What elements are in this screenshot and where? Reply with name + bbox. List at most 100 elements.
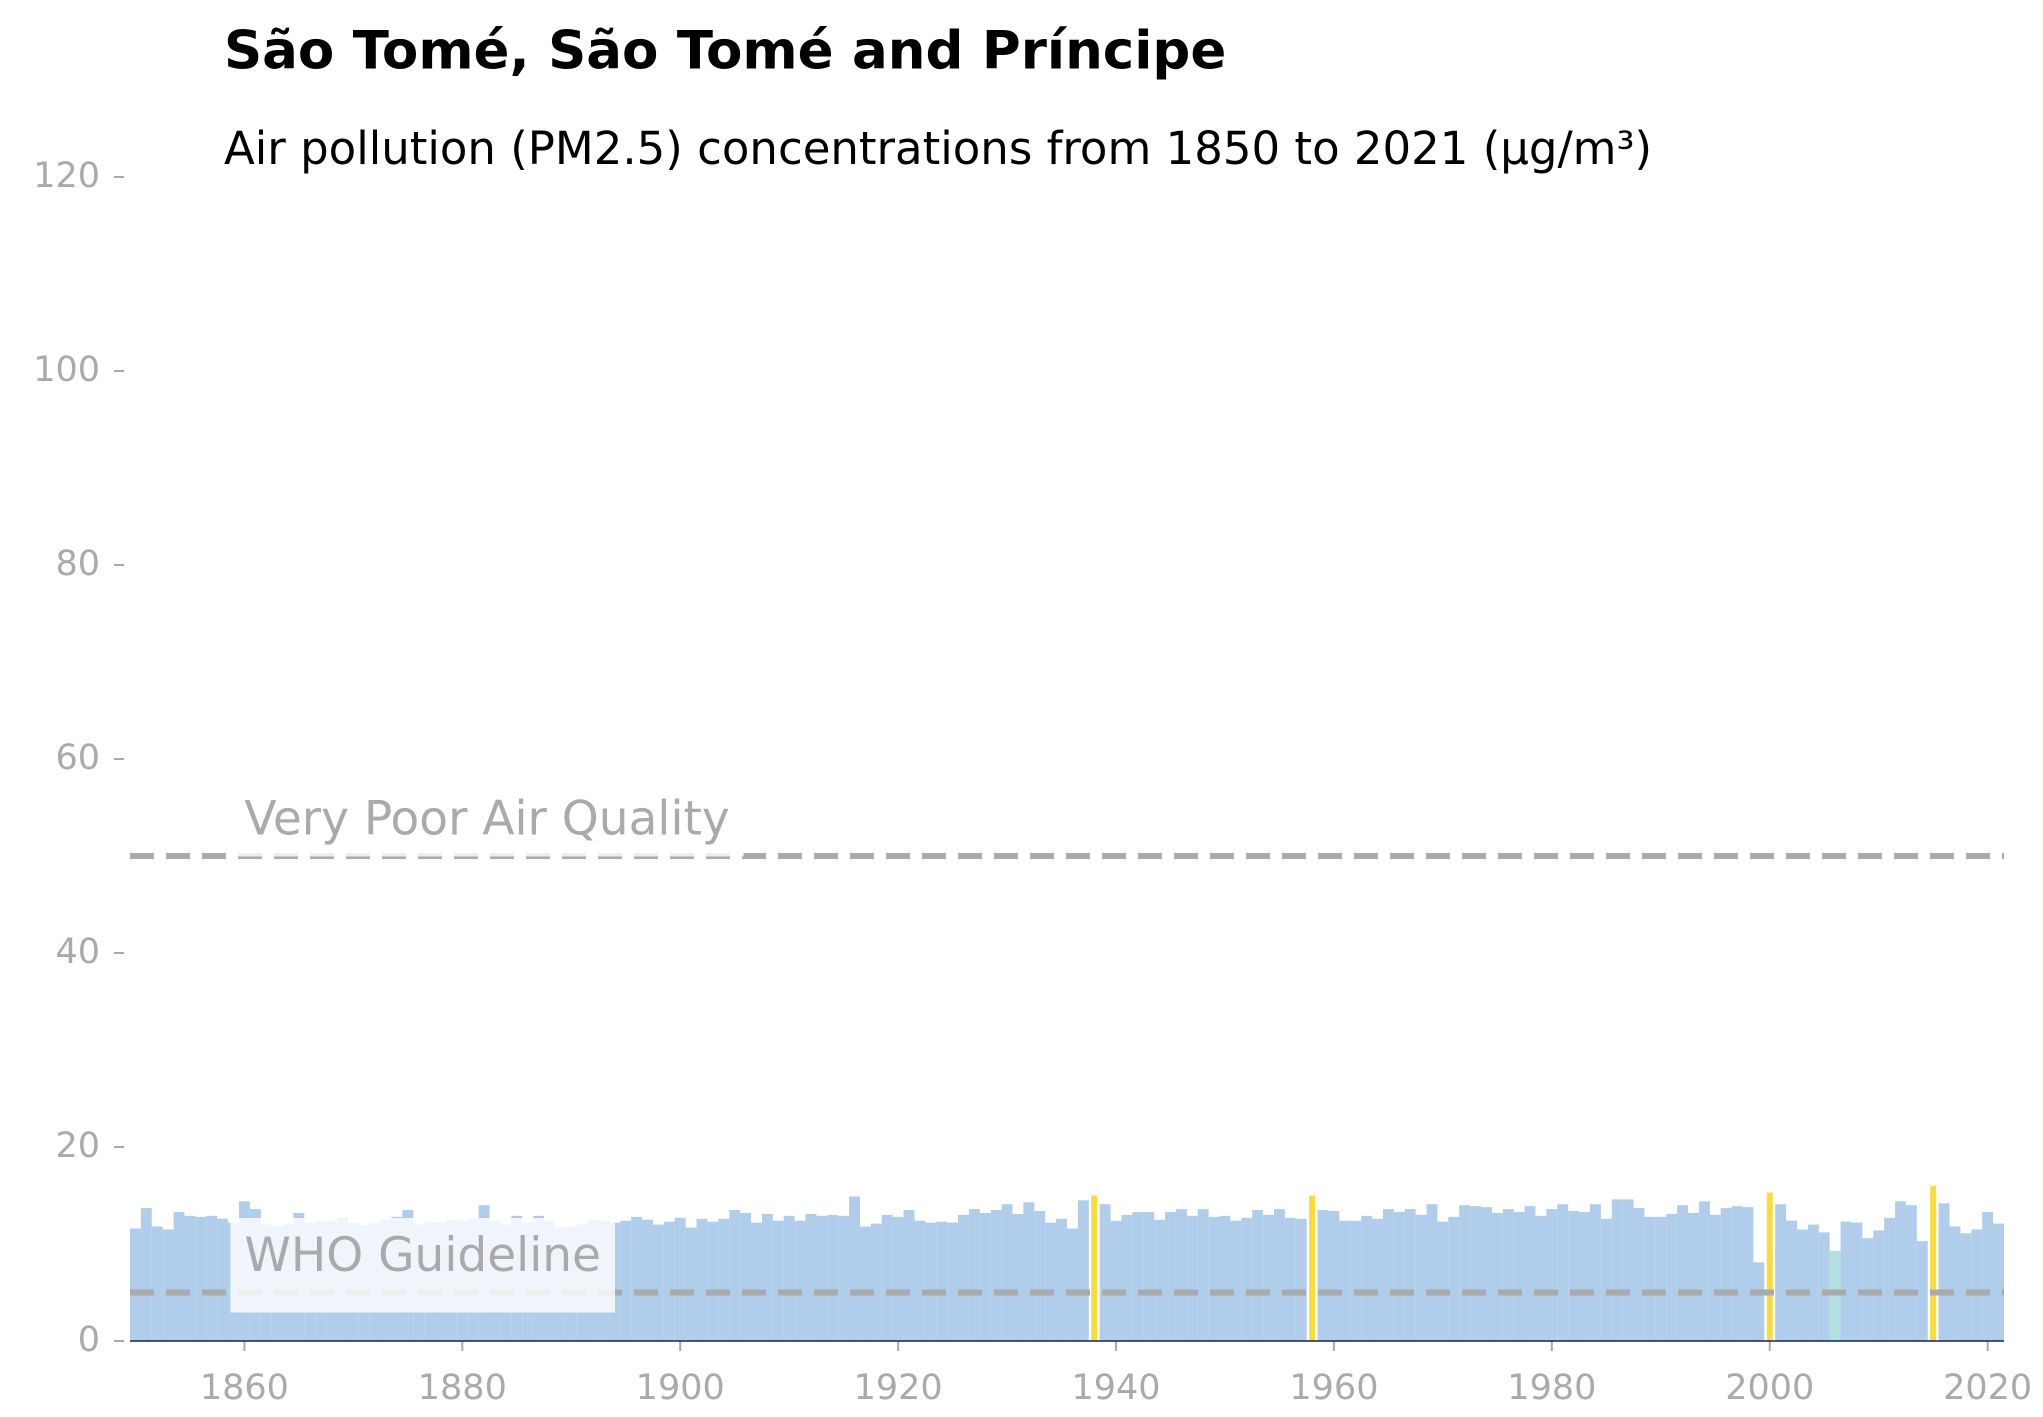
bar — [1415, 1214, 1427, 1341]
bar — [881, 1214, 893, 1341]
reference-label-box — [230, 781, 744, 857]
bar — [1393, 1211, 1405, 1341]
bar — [783, 1215, 795, 1341]
bar — [1263, 1214, 1275, 1341]
bar — [642, 1219, 653, 1341]
x-tick-label: 1960 — [1289, 1368, 1378, 1408]
bar — [1295, 1218, 1307, 1341]
bar — [1110, 1220, 1122, 1341]
bar — [1840, 1221, 1852, 1341]
bar — [1688, 1212, 1699, 1341]
bar — [892, 1216, 904, 1341]
x-tick-label: 1880 — [418, 1368, 507, 1408]
x-tick-label: 1940 — [1071, 1368, 1160, 1408]
bar — [914, 1220, 926, 1341]
bar — [1372, 1218, 1383, 1341]
y-tick-label: 100 — [33, 350, 100, 390]
bar — [751, 1222, 762, 1341]
bar — [772, 1220, 784, 1341]
bar — [936, 1221, 948, 1341]
bar — [718, 1218, 730, 1341]
bar — [1546, 1209, 1558, 1341]
bar — [1045, 1222, 1057, 1341]
bar — [1742, 1207, 1754, 1341]
bar — [206, 1215, 218, 1341]
bar — [1579, 1211, 1590, 1341]
bar — [1023, 1202, 1035, 1341]
bar — [1644, 1216, 1656, 1341]
bar — [1091, 1195, 1098, 1341]
bar — [195, 1216, 207, 1341]
x-tick-label: 1900 — [636, 1368, 725, 1408]
bar — [761, 1213, 773, 1341]
bar — [1589, 1204, 1601, 1341]
bar — [990, 1210, 1002, 1341]
bar — [1502, 1209, 1514, 1341]
bar — [1775, 1204, 1787, 1341]
bar — [1557, 1204, 1569, 1341]
y-tick-label: 0 — [78, 1320, 100, 1360]
chart-title: São Tomé, São Tomé and Príncipe — [224, 21, 1226, 82]
bar — [849, 1196, 860, 1341]
bar — [1930, 1185, 1937, 1341]
bar — [1175, 1209, 1187, 1341]
bar — [184, 1215, 196, 1341]
bar — [1099, 1204, 1111, 1341]
bar — [1766, 1192, 1773, 1341]
x-tick-label: 1860 — [200, 1368, 289, 1408]
bar — [1284, 1217, 1296, 1341]
bar — [151, 1226, 163, 1341]
bar — [1753, 1262, 1765, 1341]
bar — [1309, 1195, 1316, 1341]
bar — [1056, 1218, 1067, 1341]
bar — [729, 1210, 741, 1341]
y-tick-label: 40 — [55, 932, 100, 972]
bar — [1404, 1209, 1416, 1341]
bar — [1829, 1250, 1841, 1341]
bar — [674, 1217, 686, 1341]
bar — [1568, 1211, 1580, 1341]
bar — [620, 1220, 632, 1341]
bar — [1219, 1215, 1231, 1341]
bar — [816, 1215, 828, 1341]
bar — [1197, 1209, 1209, 1341]
y-tick-label: 120 — [33, 156, 100, 196]
bar — [1524, 1206, 1536, 1341]
bar — [1611, 1199, 1623, 1341]
bar — [1426, 1204, 1438, 1341]
bar — [1121, 1214, 1133, 1341]
y-tick-label: 80 — [55, 544, 100, 584]
x-tick-label: 1920 — [854, 1368, 943, 1408]
bar — [1622, 1199, 1634, 1341]
bar — [1252, 1210, 1264, 1341]
bar — [1448, 1216, 1460, 1341]
bar — [1067, 1228, 1078, 1341]
bar — [1350, 1220, 1362, 1341]
bar — [162, 1229, 174, 1341]
bar — [1535, 1215, 1547, 1341]
bar — [1851, 1222, 1863, 1341]
bar — [1132, 1211, 1144, 1341]
bar — [1731, 1206, 1743, 1341]
bar — [1818, 1232, 1830, 1341]
bar — [1491, 1212, 1503, 1341]
bar — [925, 1222, 937, 1341]
x-tick-label: 2000 — [1725, 1368, 1814, 1408]
bar — [1905, 1205, 1917, 1341]
x-tick-label: 1980 — [1507, 1368, 1596, 1408]
bar — [979, 1212, 991, 1341]
bar — [838, 1215, 850, 1341]
bar — [1982, 1211, 1994, 1341]
bar — [1960, 1233, 1972, 1341]
bar — [958, 1214, 969, 1341]
bar — [173, 1211, 185, 1341]
bar — [1230, 1220, 1242, 1341]
bar — [1208, 1216, 1220, 1341]
bar — [1807, 1224, 1819, 1341]
bar — [1884, 1217, 1896, 1341]
bar — [805, 1213, 817, 1341]
bar — [740, 1212, 752, 1341]
bar — [1677, 1205, 1689, 1341]
bar — [1339, 1220, 1351, 1341]
